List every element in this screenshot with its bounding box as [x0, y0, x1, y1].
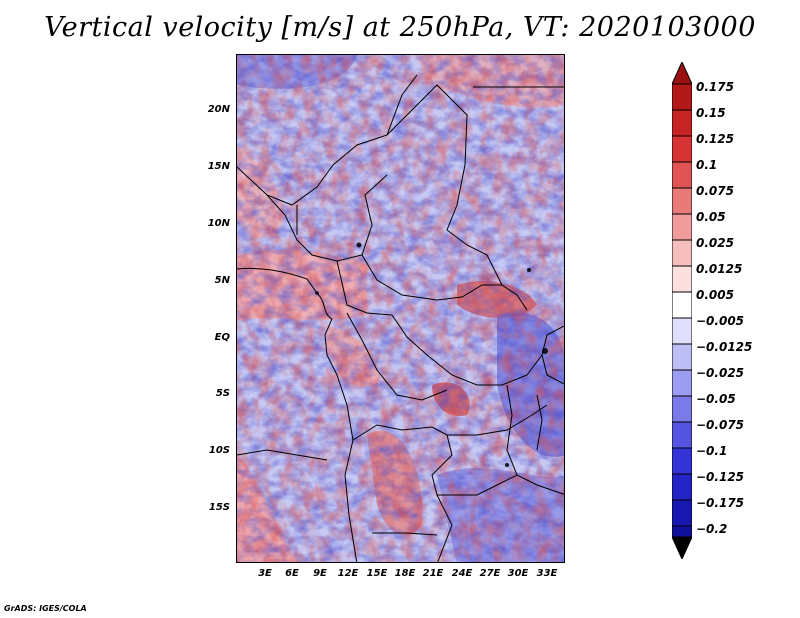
lat-label: 10S — [208, 445, 230, 456]
lon-label: 15E — [366, 568, 388, 579]
colorbar-label: −0.075 — [696, 418, 745, 432]
colorbar-segment — [672, 213, 692, 241]
colorbar-top-triangle — [672, 62, 692, 85]
lon-label: 30E — [507, 568, 529, 579]
lon-label: 33E — [536, 568, 558, 579]
map-field-svg — [237, 55, 564, 562]
colorbar-label: 0.025 — [696, 236, 734, 250]
colorbar-label: 0.005 — [696, 288, 734, 302]
lon-label: 12E — [337, 568, 359, 579]
colorbar-segment — [672, 239, 692, 267]
colorbar-segment — [672, 317, 692, 345]
colorbar-segment — [672, 109, 692, 137]
lon-label: 27E — [479, 568, 501, 579]
grads-credit: GrADS: IGES/COLA — [4, 604, 87, 613]
colorbar-label: −0.0125 — [696, 340, 753, 354]
colorbar-label: −0.005 — [696, 314, 745, 328]
colorbar-segment — [672, 291, 692, 319]
lon-label: 9E — [313, 568, 327, 579]
colorbar-segment — [672, 395, 692, 423]
lat-label: 15N — [207, 161, 230, 172]
lat-label: 20N — [207, 104, 230, 115]
colorbar-segment — [672, 161, 692, 189]
lat-label: 5S — [215, 388, 230, 399]
lat-label: 5N — [214, 275, 230, 286]
colorbar-label: −0.125 — [696, 470, 745, 484]
colorbar-segment — [672, 343, 692, 371]
colorbar-label: 0.0125 — [696, 262, 743, 276]
lon-label: 6E — [285, 568, 299, 579]
colorbar — [672, 62, 692, 559]
colorbar-label: −0.1 — [696, 444, 728, 458]
map-title: Vertical velocity [m/s] at 250hPa, VT: 2… — [44, 12, 756, 43]
velocity-map — [236, 54, 565, 563]
colorbar-label: −0.05 — [696, 392, 736, 406]
colorbar-segment — [672, 369, 692, 397]
lat-label: 10N — [207, 218, 230, 229]
colorbar-label: 0.05 — [696, 210, 726, 224]
lat-label: EQ — [214, 332, 230, 343]
colorbar-label: −0.025 — [696, 366, 745, 380]
colorbar-label: −0.2 — [696, 522, 728, 536]
colorbar-segment — [672, 525, 692, 538]
colorbar-segment — [672, 83, 692, 111]
colorbar-segment — [672, 499, 692, 527]
lat-label: 15S — [208, 502, 230, 513]
lon-label: 3E — [258, 568, 272, 579]
colorbar-label: 0.075 — [696, 184, 734, 198]
colorbar-segment — [672, 421, 692, 449]
colorbar-segment — [672, 447, 692, 475]
colorbar-label: 0.175 — [696, 80, 734, 94]
colorbar-label: −0.175 — [696, 496, 745, 510]
lon-label: 18E — [394, 568, 416, 579]
colorbar-label: 0.125 — [696, 132, 734, 146]
colorbar-segment — [672, 135, 692, 163]
colorbar-segment — [672, 473, 692, 501]
colorbar-bottom-triangle — [672, 536, 692, 559]
lon-label: 21E — [422, 568, 444, 579]
colorbar-label: 0.1 — [696, 158, 718, 172]
colorbar-segment — [672, 187, 692, 215]
lon-label: 24E — [451, 568, 473, 579]
colorbar-label: 0.15 — [696, 106, 726, 120]
colorbar-segment — [672, 265, 692, 293]
